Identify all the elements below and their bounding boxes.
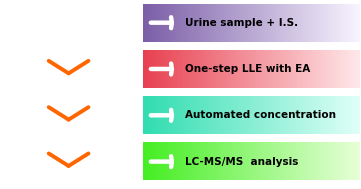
Text: Urine sample + I.S.: Urine sample + I.S.: [185, 18, 298, 28]
Text: Automated concentration: Automated concentration: [185, 110, 336, 120]
Text: LC-MS/MS  analysis: LC-MS/MS analysis: [185, 157, 298, 167]
Text: One-step LLE with EA: One-step LLE with EA: [185, 64, 310, 74]
